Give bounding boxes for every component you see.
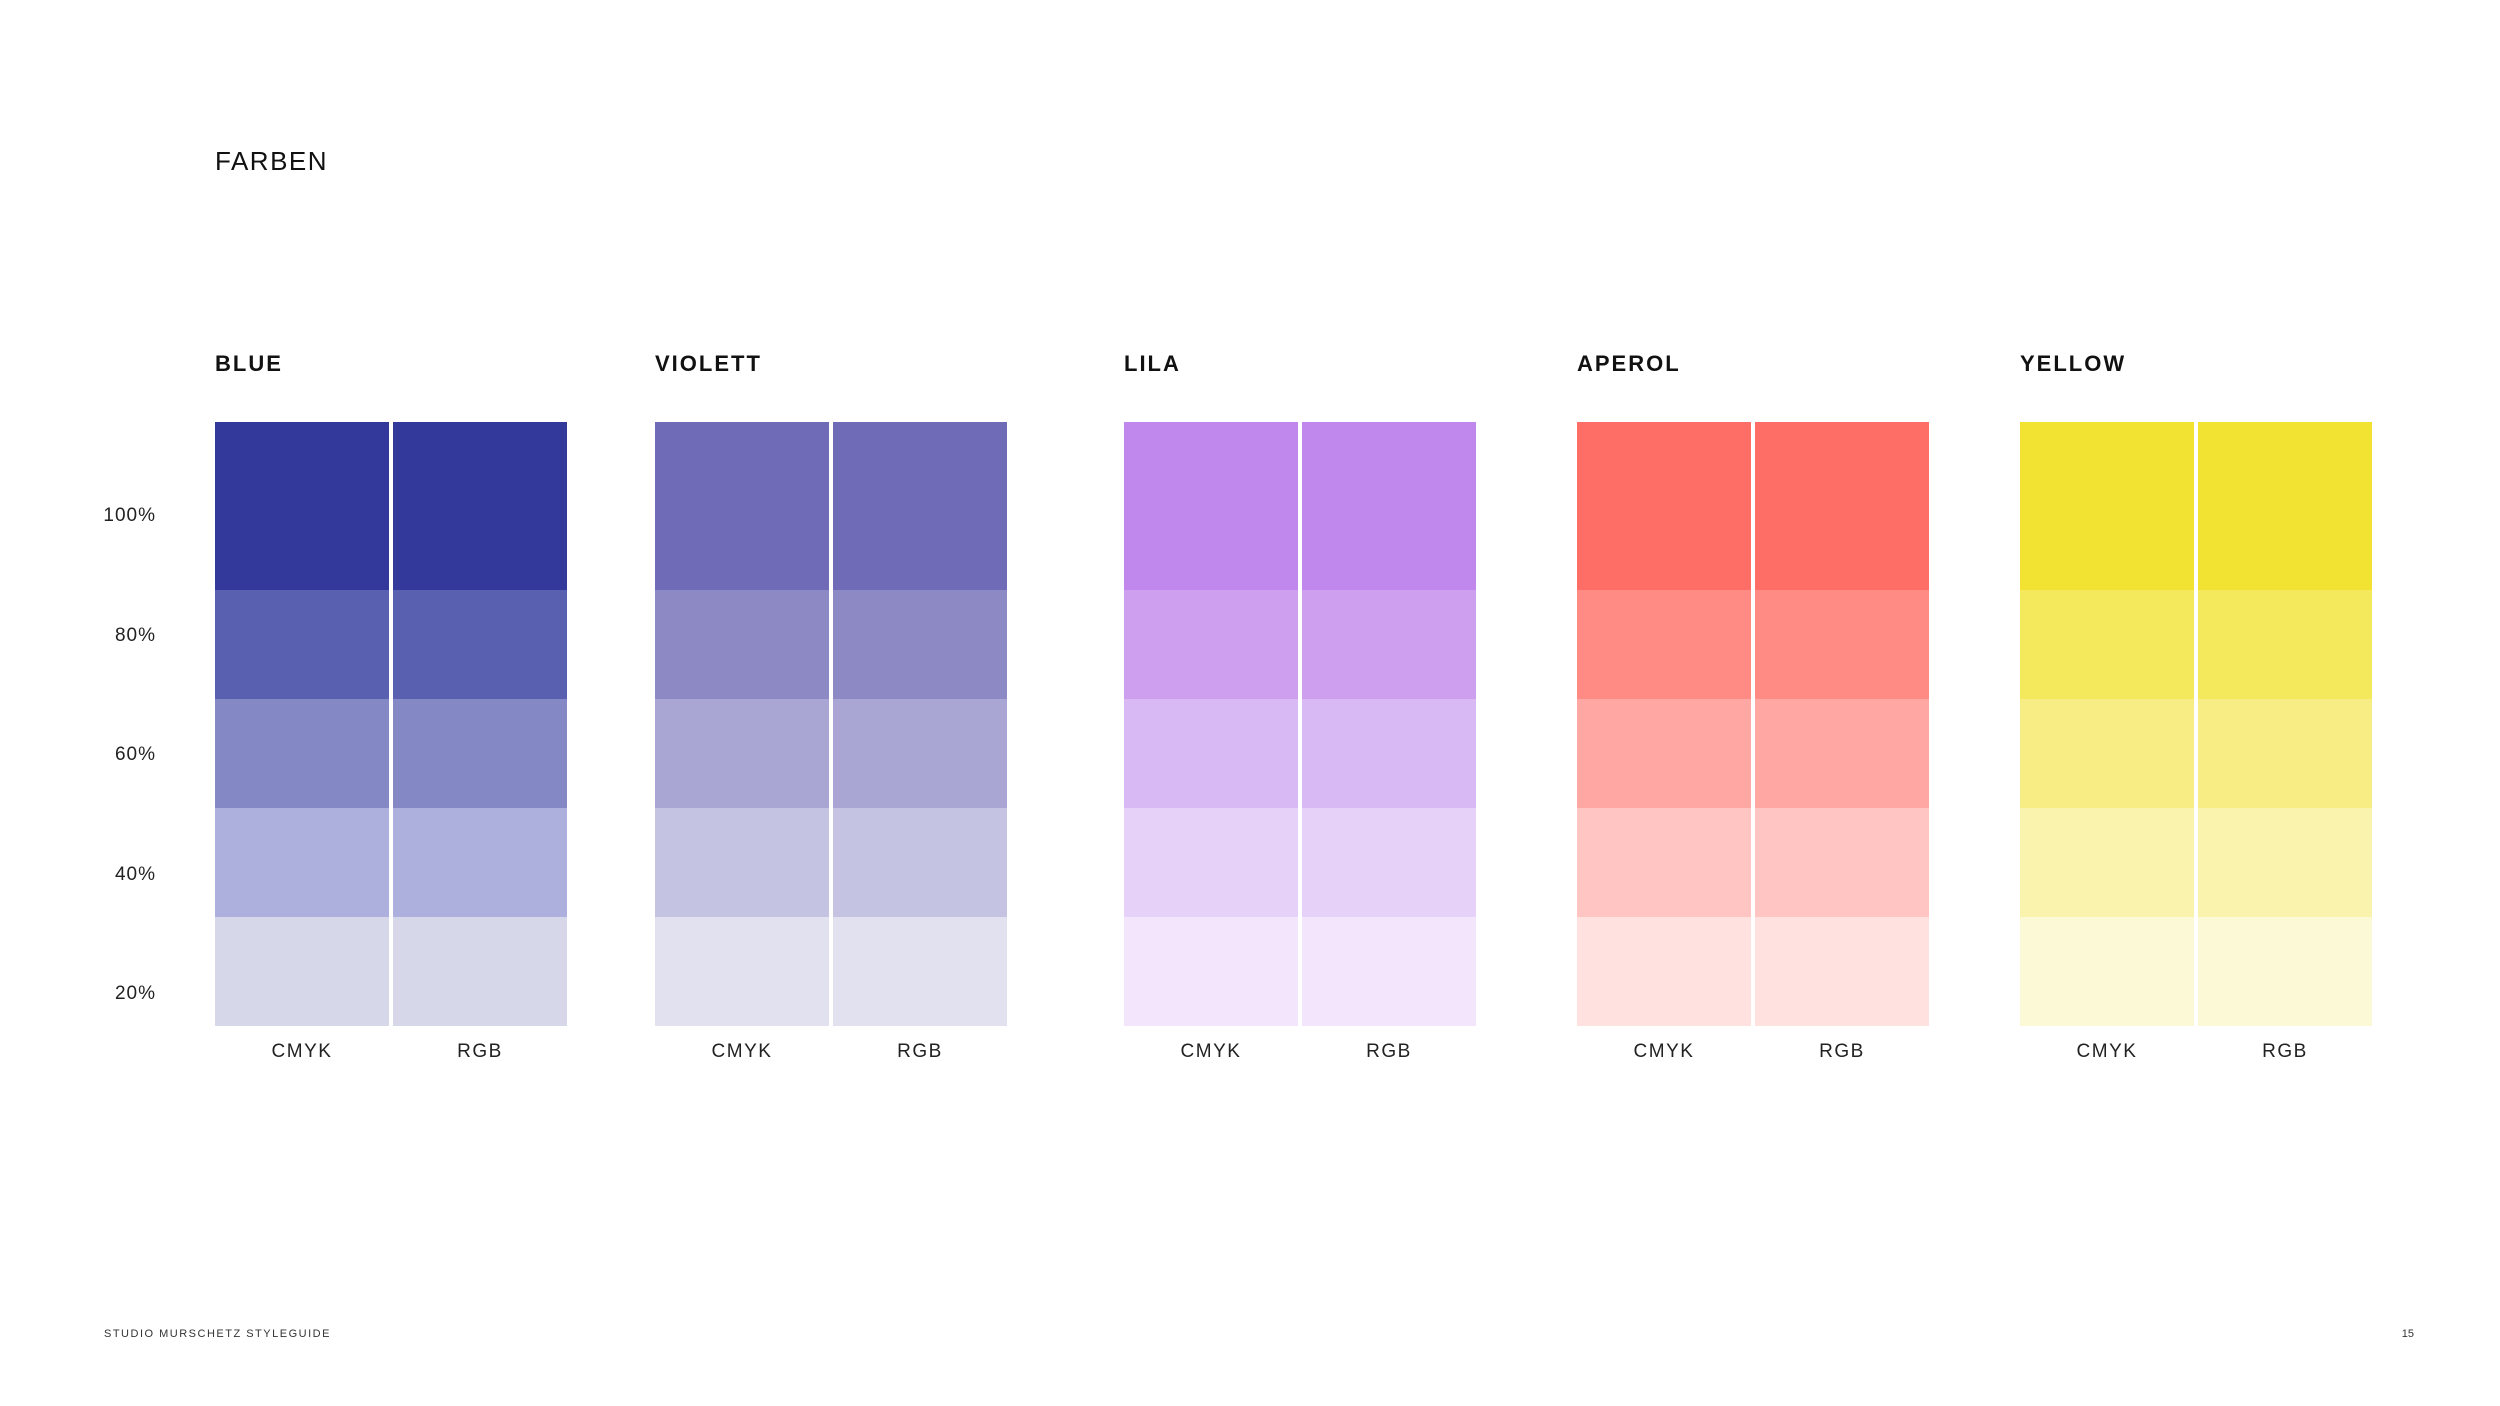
swatch-60 <box>215 699 389 808</box>
swatch-20 <box>2198 917 2372 1026</box>
swatch-40 <box>215 808 389 917</box>
group-title: APEROL <box>1577 351 1681 376</box>
cmyk-column <box>1124 422 1298 1026</box>
swatch-20 <box>1755 917 1929 1026</box>
swatch-20 <box>833 917 1007 1026</box>
swatch-80 <box>655 590 829 699</box>
swatch-20 <box>393 917 567 1026</box>
swatch-40 <box>1755 808 1929 917</box>
group-title: BLUE <box>215 351 283 376</box>
swatch-20 <box>1577 917 1751 1026</box>
swatch-80 <box>1755 590 1929 699</box>
rgb-column <box>393 422 567 1026</box>
swatch-40 <box>2198 808 2372 917</box>
swatch-100 <box>1755 422 1929 590</box>
rgb-column <box>1302 422 1476 1026</box>
swatch-60 <box>1577 699 1751 808</box>
swatch-100 <box>1124 422 1298 590</box>
swatch-20 <box>1124 917 1298 1026</box>
swatch-20 <box>655 917 829 1026</box>
rgb-label: RGB <box>457 1041 503 1062</box>
swatch-block <box>215 422 567 1026</box>
cmyk-label: CMYK <box>1633 1041 1695 1062</box>
swatch-block <box>1124 422 1476 1026</box>
swatch-80 <box>1302 590 1476 699</box>
scale-label-100: 100% <box>103 505 156 526</box>
rgb-label: RGB <box>1819 1041 1865 1062</box>
swatch-20 <box>2020 917 2194 1026</box>
swatch-100 <box>1302 422 1476 590</box>
swatch-80 <box>2198 590 2372 699</box>
swatch-40 <box>833 808 1007 917</box>
swatch-block <box>655 422 1007 1026</box>
swatch-100 <box>393 422 567 590</box>
group-title: YELLOW <box>2020 351 2127 376</box>
swatch-60 <box>1302 699 1476 808</box>
cmyk-label: CMYK <box>1180 1041 1242 1062</box>
footer-title: STUDIO MURSCHETZ STYLEGUIDE <box>104 1328 331 1340</box>
cmyk-column <box>215 422 389 1026</box>
swatch-40 <box>1302 808 1476 917</box>
scale-label-20: 20% <box>114 983 156 1004</box>
page-title: FARBEN <box>215 146 329 176</box>
swatch-100 <box>2020 422 2194 590</box>
swatch-60 <box>655 699 829 808</box>
rgb-label: RGB <box>1366 1041 1412 1062</box>
swatch-60 <box>2020 699 2194 808</box>
cmyk-label: CMYK <box>2076 1041 2138 1062</box>
swatch-80 <box>1577 590 1751 699</box>
cmyk-column <box>1577 422 1751 1026</box>
swatch-40 <box>1577 808 1751 917</box>
swatch-60 <box>2198 699 2372 808</box>
scale-label-60: 60% <box>114 744 156 765</box>
scale-label-40: 40% <box>114 864 156 885</box>
swatch-100 <box>215 422 389 590</box>
swatch-80 <box>1124 590 1298 699</box>
rgb-column <box>1755 422 1929 1026</box>
swatch-block <box>2020 422 2372 1026</box>
swatch-60 <box>833 699 1007 808</box>
group-title: LILA <box>1124 351 1181 376</box>
swatch-60 <box>1124 699 1298 808</box>
swatch-60 <box>393 699 567 808</box>
cmyk-column <box>655 422 829 1026</box>
rgb-column <box>833 422 1007 1026</box>
swatch-60 <box>1755 699 1929 808</box>
swatch-80 <box>393 590 567 699</box>
swatch-100 <box>2198 422 2372 590</box>
swatch-40 <box>1124 808 1298 917</box>
swatch-40 <box>655 808 829 917</box>
swatch-40 <box>393 808 567 917</box>
rgb-label: RGB <box>2262 1041 2308 1062</box>
swatch-80 <box>2020 590 2194 699</box>
swatch-100 <box>655 422 829 590</box>
cmyk-label: CMYK <box>711 1041 773 1062</box>
swatch-block <box>1577 422 1929 1026</box>
scale-label-80: 80% <box>114 625 156 646</box>
swatch-80 <box>833 590 1007 699</box>
swatch-20 <box>1302 917 1476 1026</box>
rgb-column <box>2198 422 2372 1026</box>
swatch-20 <box>215 917 389 1026</box>
page-number: 15 <box>2401 1328 2414 1340</box>
rgb-label: RGB <box>897 1041 943 1062</box>
group-title: VIOLETT <box>655 351 762 376</box>
cmyk-label: CMYK <box>271 1041 333 1062</box>
swatch-100 <box>1577 422 1751 590</box>
swatch-80 <box>215 590 389 699</box>
cmyk-column <box>2020 422 2194 1026</box>
swatch-100 <box>833 422 1007 590</box>
swatch-40 <box>2020 808 2194 917</box>
